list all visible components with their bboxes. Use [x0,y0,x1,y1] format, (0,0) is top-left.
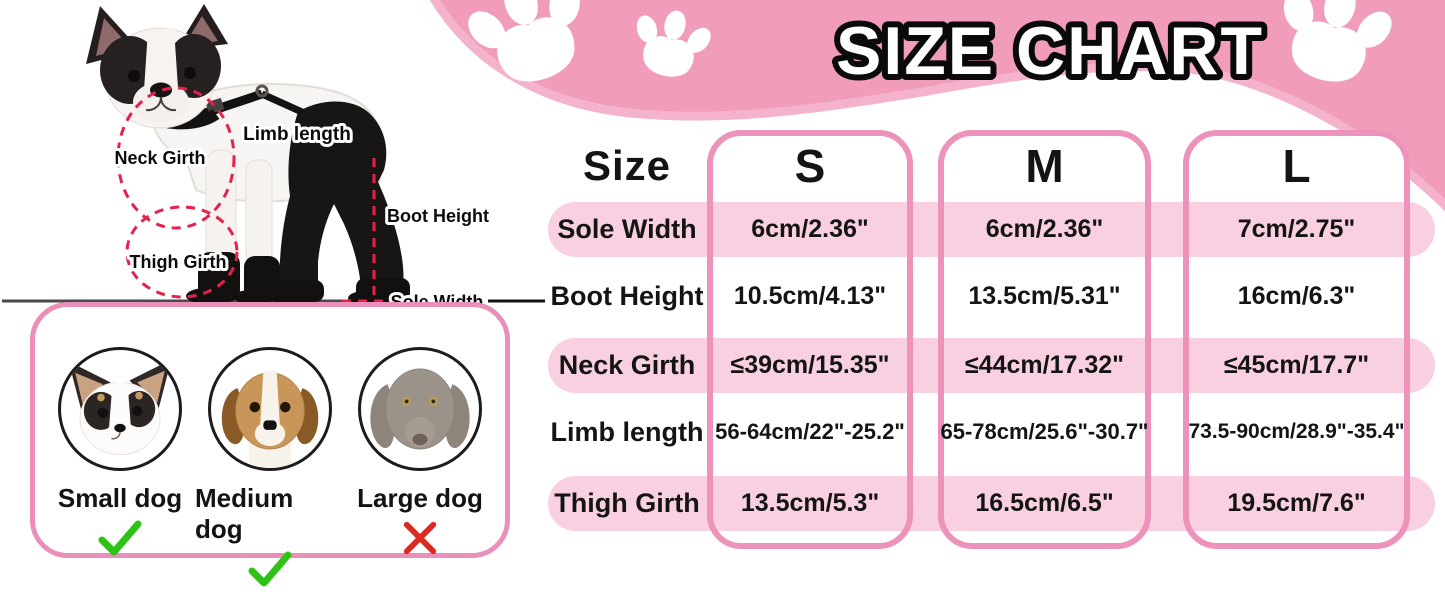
cell-value: 16.5cm/6.5" [975,489,1114,517]
column-s-border [707,130,913,549]
cross-icon [401,518,439,558]
header-s: S [794,140,826,192]
header-size: Size [582,142,672,189]
page-title: SIZE CHART [836,13,1264,89]
measurement-dashed-lines [116,86,408,303]
cell-value: ≤45cm/17.7" [1223,351,1370,379]
row-label: Limb length [550,416,704,447]
beagle-illustration [221,370,319,468]
column-m-border [938,130,1151,549]
table-row-neck-girth: Neck Girth ≤39cm/15.35" ≤44cm/17.32" ≤45… [548,338,1440,393]
limb-length-label: Limb length [243,124,351,145]
size-table: Size S M L Sole Width 6cm/2.36" 6cm/2.36… [548,130,1440,550]
weimaraner-illustration [370,368,470,450]
table-row-sole-width: Sole Width 6cm/2.36" 6cm/2.36" 7cm/2.75" [548,202,1440,257]
table-row-thigh-girth: Thigh Girth 13.5cm/5.3" 16.5cm/6.5" 19.5… [548,476,1440,531]
thigh-girth-label: Thigh Girth [130,252,227,272]
cell-value: 65-78cm/25.6"-30.7" [940,419,1149,444]
cell-value: 19.5cm/7.6" [1227,489,1366,517]
row-label: Neck Girth [558,350,696,380]
wave-edge-highlight [429,0,1445,212]
cell-value: 16cm/6.3" [1237,281,1356,310]
large-dog-photo [358,347,482,471]
check-icon [94,518,146,558]
dog-size-suitability-card: Small dog [30,302,510,587]
row-band [548,476,1435,531]
medium-dog-label: Medium dog [195,483,294,544]
cell-value: 13.5cm/5.31" [968,281,1121,310]
suitability-item-large-dog: Large dog [345,347,495,558]
row-label: Boot Height [550,280,704,311]
dog-measurement-diagram: Neck Girth Limb length Boot Height Thigh… [2,4,545,315]
boot-height-label: Boot Height [387,206,489,226]
cell-value: ≤39cm/15.35" [730,351,890,379]
cell-value: ≤44cm/17.32" [964,351,1125,379]
cell-value: 73.5-90cm/28.9"-35.4" [1188,420,1405,443]
check-icon [244,549,296,589]
column-l-border [1183,130,1410,549]
row-band [548,338,1435,393]
row-band [548,202,1435,257]
page-title-svg: SIZE CHART [830,7,1268,95]
cell-value: 6cm/2.36" [751,215,869,243]
table-row-boot-height: Boot Height 10.5cm/4.13" 13.5cm/5.31" 16… [548,268,1440,324]
row-label: Sole Width [557,214,697,244]
suitability-item-small-dog: Small dog [45,347,195,558]
dog-photo-illustration [86,4,410,305]
medium-dog-photo [208,347,332,471]
cell-value: 6cm/2.36" [985,215,1104,243]
header-l: L [1282,140,1311,192]
cell-value: 10.5cm/4.13" [733,281,887,310]
small-dog-label: Small dog [57,483,183,513]
header-m: M [1025,140,1064,192]
chihuahua-illustration [68,359,172,456]
table-row-limb-length: Limb length 56-64cm/22"-25.2" 65-78cm/25… [548,404,1440,460]
cell-value: 56-64cm/22"-25.2" [715,419,905,444]
cell-value: 7cm/2.75" [1237,215,1356,243]
large-dog-label: Large dog [357,483,483,513]
small-dog-photo [58,347,182,471]
row-label: Thigh Girth [554,488,700,518]
suitability-item-medium-dog: Medium dog [195,347,345,589]
neck-girth-label: Neck Girth [114,148,205,168]
cell-value: 13.5cm/5.3" [740,489,880,517]
table-header-row: Size S M L [548,130,1440,202]
